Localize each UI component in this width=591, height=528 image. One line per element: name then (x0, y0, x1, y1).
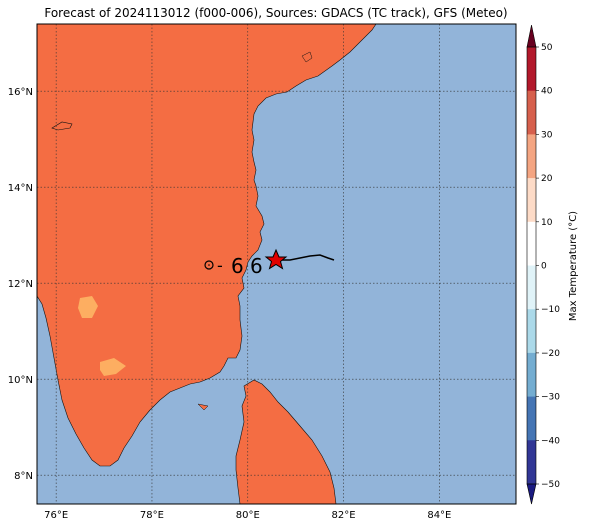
colorbar: 50 40 30 20 10 0 −10 −20 −30 −40 −50 (526, 24, 560, 505)
colorbar-segment (527, 396, 536, 441)
warm-patch-2 (100, 358, 126, 376)
warm-patch-1 (78, 296, 98, 318)
track-symbol-dash: - (217, 256, 223, 275)
colorbar-segment (527, 178, 536, 223)
colorbar-segment (527, 134, 536, 179)
island-north (301, 51, 313, 63)
track-line (276, 254, 335, 261)
x-axis-ticks: 76°E 78°E 80°E 82°E 84°E (44, 510, 451, 521)
red-star-icon (264, 248, 288, 270)
y-tick-label: 12°N (8, 279, 33, 290)
colorbar-tick-label: 10 (541, 218, 553, 228)
x-tick-label: 80°E (236, 510, 260, 521)
colorbar-tick-label: −20 (541, 349, 560, 359)
cyclone-track: - 6 6 (204, 248, 335, 278)
y-axis-ticks: 8°N 10°N 12°N 14°N 16°N (8, 87, 33, 482)
y-tick-label: 10°N (8, 375, 33, 386)
colorbar-tick-label: 20 (541, 174, 553, 184)
island-west (51, 121, 73, 131)
x-tick-label: 78°E (140, 510, 164, 521)
colorbar-segment (527, 47, 536, 92)
x-tick-label: 76°E (44, 510, 68, 521)
x-tick-label: 84°E (427, 510, 451, 521)
y-tick-label: 8°N (14, 471, 33, 482)
map-title: Forecast of 2024113012 (f000-006), Sourc… (44, 6, 508, 20)
track-symbol-cyclone-2: 6 (250, 254, 263, 278)
map-frame (36, 23, 517, 505)
colorbar-segment (527, 265, 536, 310)
y-tick-label: 14°N (8, 183, 33, 194)
india-landmass (37, 24, 377, 467)
colorbar-tick-label: −50 (541, 480, 560, 490)
island-palk (197, 403, 209, 411)
colorbar-tick-label: 30 (541, 130, 553, 140)
colorbar-bottom-extension (526, 483, 537, 505)
colorbar-tick-label: −10 (541, 305, 560, 315)
colorbar-segment (527, 90, 536, 135)
colorbar-segment (527, 440, 536, 485)
colorbar-tick-label: −30 (541, 393, 560, 403)
colorbar-top-extension (526, 24, 537, 48)
colorbar-segment (527, 309, 536, 354)
track-symbol-cyclone-1: 6 (231, 254, 244, 278)
colorbar-tick-label: 50 (541, 43, 553, 53)
colorbar-tick-label: 0 (541, 262, 547, 272)
colorbar-segment (527, 352, 536, 398)
track-origin-marker (204, 260, 214, 270)
colorbar-tick-label: −40 (541, 436, 560, 446)
colorbar-label: Max Temperature (°C) (568, 211, 579, 321)
x-tick-label: 82°E (332, 510, 356, 521)
colorbar-segment (527, 221, 536, 266)
colorbar-tick-label: 40 (541, 87, 553, 97)
y-tick-label: 16°N (8, 87, 33, 98)
gridlines (37, 24, 516, 504)
sri-lanka-landmass (235, 379, 337, 504)
